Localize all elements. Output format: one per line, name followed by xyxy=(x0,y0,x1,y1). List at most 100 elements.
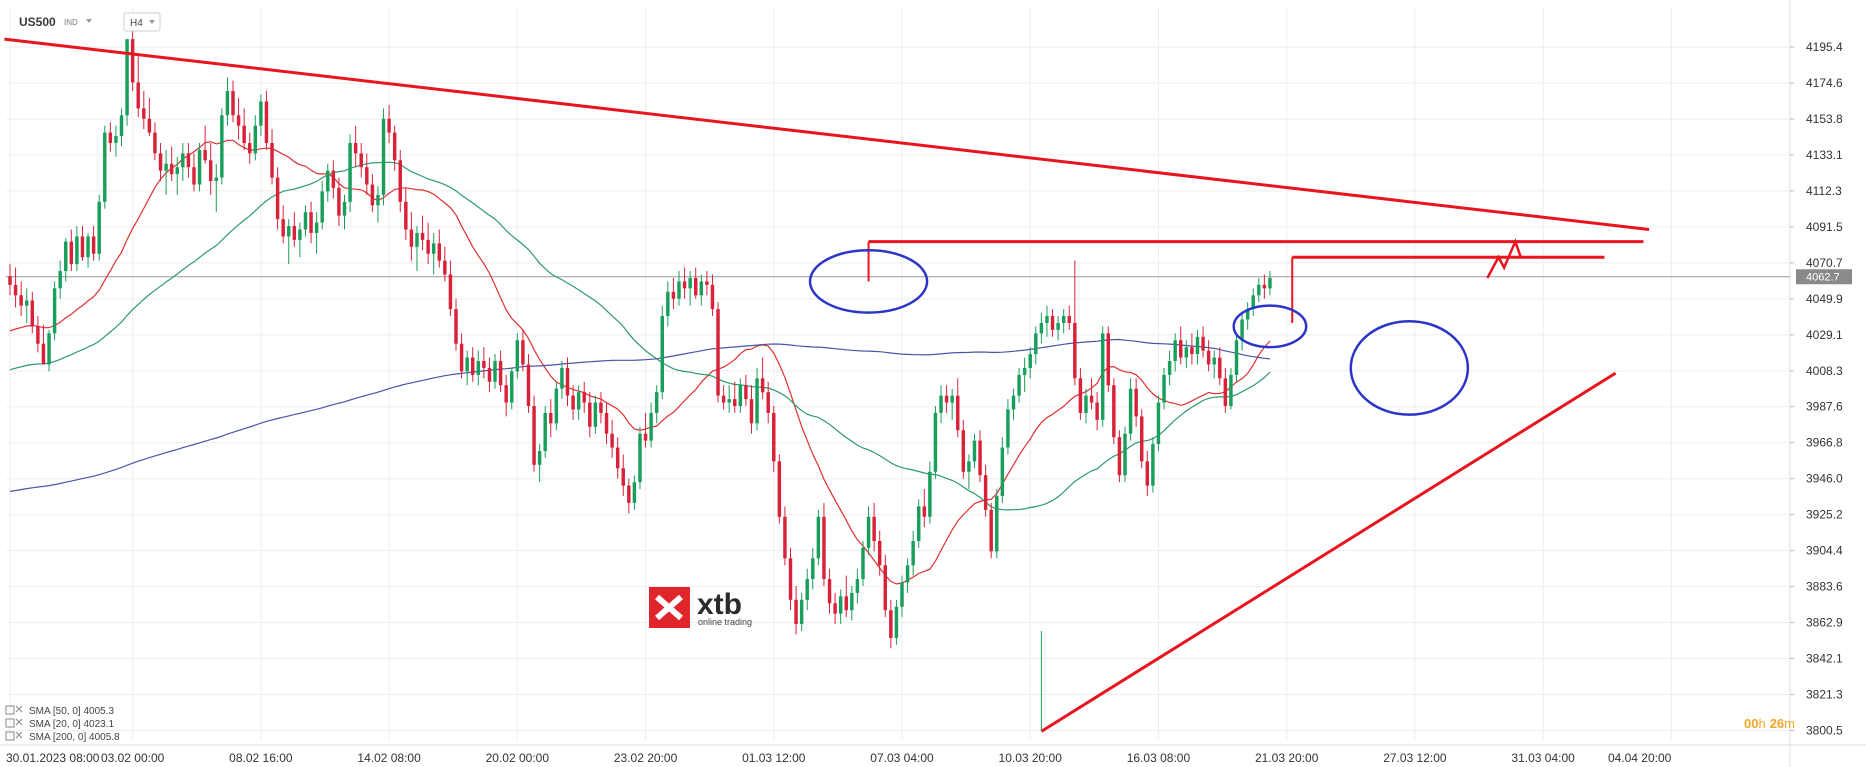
candle-body[interactable] xyxy=(64,241,68,272)
candle-body[interactable] xyxy=(805,579,809,600)
candle-body[interactable] xyxy=(1045,316,1049,323)
legend-remove-icon[interactable] xyxy=(15,718,23,726)
candle-body[interactable] xyxy=(225,91,230,116)
price-axis[interactable]: 4195.4 4174.6 4153.8 4133.1 4112.3 4091.5 4070… xyxy=(1790,40,1843,737)
candle-body[interactable] xyxy=(677,281,681,299)
timeframe-selector[interactable] xyxy=(123,12,161,32)
candle-body[interactable] xyxy=(1017,374,1021,396)
candle-body[interactable] xyxy=(370,184,375,206)
candle-body[interactable] xyxy=(409,229,414,247)
candle-body[interactable] xyxy=(599,402,603,413)
candle-body[interactable] xyxy=(331,170,336,188)
legend-item[interactable]: SMA [200, 0] 4005.8 xyxy=(5,731,120,743)
candle-body[interactable] xyxy=(314,222,319,233)
candle-body[interactable] xyxy=(1245,309,1250,320)
candle-body[interactable] xyxy=(872,516,876,541)
resistance-trendline[interactable] xyxy=(4,37,1650,231)
legend-remove-icon[interactable] xyxy=(15,705,23,713)
candle-body[interactable] xyxy=(693,277,698,296)
candle-body[interactable] xyxy=(443,260,447,275)
legend-visibility-icon[interactable] xyxy=(5,731,15,741)
candle-body[interactable] xyxy=(353,142,358,154)
candle-body[interactable] xyxy=(1106,333,1111,386)
candle-body[interactable] xyxy=(292,226,297,240)
candle-body[interactable] xyxy=(900,582,904,607)
candle-body[interactable] xyxy=(387,118,391,133)
candle-body[interactable] xyxy=(710,284,715,310)
candle-body[interactable] xyxy=(510,371,514,403)
candle-body[interactable] xyxy=(1011,395,1016,410)
candle-body[interactable] xyxy=(147,118,152,133)
candle-body[interactable] xyxy=(220,115,224,178)
candle-body[interactable] xyxy=(749,399,754,424)
candle-body[interactable] xyxy=(889,610,893,638)
candle-body[interactable] xyxy=(972,440,977,462)
candle-body[interactable] xyxy=(1006,409,1010,448)
candle-body[interactable] xyxy=(799,599,804,625)
candle-body[interactable] xyxy=(365,167,369,185)
candle-body[interactable] xyxy=(47,333,51,365)
candle-body[interactable] xyxy=(91,236,96,254)
candle-body[interactable] xyxy=(855,579,860,593)
candle-body[interactable] xyxy=(1240,319,1244,341)
candle-body[interactable] xyxy=(1117,437,1122,476)
candle-body[interactable] xyxy=(181,153,185,168)
candle-body[interactable] xyxy=(593,402,598,427)
candle-body[interactable] xyxy=(716,309,720,396)
candle-body[interactable] xyxy=(772,412,776,462)
candle-body[interactable] xyxy=(130,39,135,83)
candle-body[interactable] xyxy=(337,187,341,216)
candlesticks[interactable] xyxy=(8,18,1272,649)
candle-body[interactable] xyxy=(688,277,692,289)
candle-body[interactable] xyxy=(381,118,386,195)
candle-body[interactable] xyxy=(303,212,308,230)
candle-body[interactable] xyxy=(1078,378,1083,413)
time-axis[interactable]: 30.01.2023 08:00 03.02 00:00 08.02 16:00 14… xyxy=(6,751,1672,765)
candle-body[interactable] xyxy=(119,115,124,137)
candle-body[interactable] xyxy=(103,132,107,202)
candle-body[interactable] xyxy=(1084,395,1088,413)
candle-body[interactable] xyxy=(615,447,620,469)
candle-body[interactable] xyxy=(560,367,564,389)
candle-body[interactable] xyxy=(426,239,430,254)
candle-body[interactable] xyxy=(186,153,191,168)
candle-body[interactable] xyxy=(777,461,782,517)
candle-body[interactable] xyxy=(454,309,458,344)
candle-body[interactable] xyxy=(437,243,442,261)
candle-body[interactable] xyxy=(13,284,18,296)
candle-body[interactable] xyxy=(939,395,943,413)
legend-item[interactable]: SMA [50, 0] 4005.3 xyxy=(5,705,114,717)
candle-body[interactable] xyxy=(459,343,464,372)
legend-visibility-icon[interactable] xyxy=(5,705,15,715)
candle-body[interactable] xyxy=(52,288,57,334)
candle-body[interactable] xyxy=(1134,388,1138,417)
timeframe-caret-icon[interactable] xyxy=(149,20,155,24)
candle-body[interactable] xyxy=(1123,433,1127,476)
candle-body[interactable] xyxy=(1234,340,1239,375)
candle-body[interactable] xyxy=(404,201,408,230)
candle-body[interactable] xyxy=(476,361,481,375)
candle-body[interactable] xyxy=(125,39,129,116)
candle-body[interactable] xyxy=(989,509,993,552)
candle-body[interactable] xyxy=(571,395,575,410)
candle-body[interactable] xyxy=(142,108,146,119)
candle-body[interactable] xyxy=(554,388,559,424)
candle-body[interactable] xyxy=(482,361,486,368)
candle-body[interactable] xyxy=(298,229,302,240)
legend-visibility-icon[interactable] xyxy=(5,718,15,728)
candle-body[interactable] xyxy=(944,395,949,403)
candle-body[interactable] xyxy=(532,406,536,465)
candle-body[interactable] xyxy=(666,291,670,317)
candle-body[interactable] xyxy=(1112,385,1116,438)
candle-body[interactable] xyxy=(1139,416,1144,462)
candle-body[interactable] xyxy=(253,125,258,154)
candle-body[interactable] xyxy=(682,281,687,289)
candle-body[interactable] xyxy=(415,232,419,247)
candle-body[interactable] xyxy=(727,399,731,403)
candle-body[interactable] xyxy=(392,132,397,161)
candle-body[interactable] xyxy=(844,596,848,611)
candle-body[interactable] xyxy=(811,558,815,580)
candle-body[interactable] xyxy=(281,219,285,237)
candle-body[interactable] xyxy=(1184,347,1189,358)
